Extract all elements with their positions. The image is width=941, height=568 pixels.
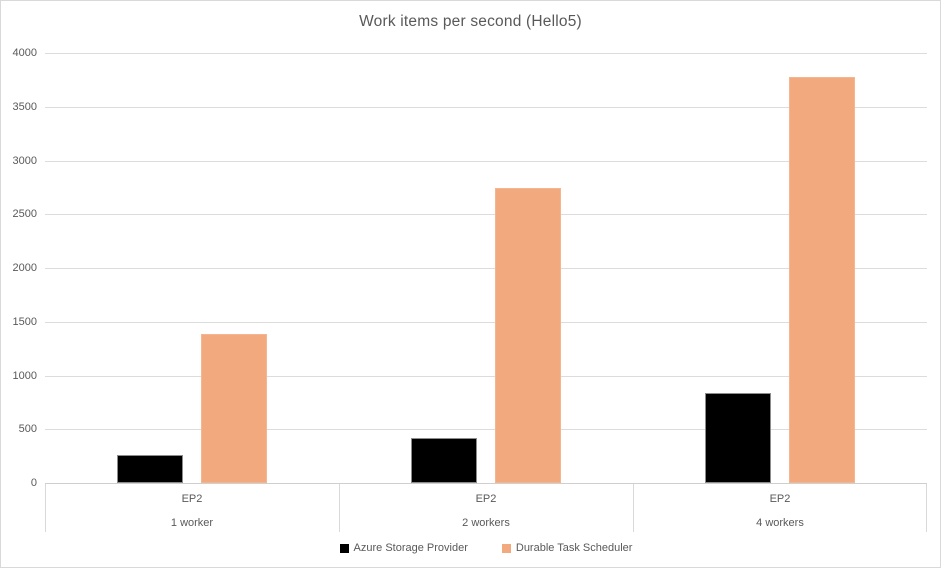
y-tick-label-1500: 1500: [12, 315, 37, 328]
gridline-y-0: [45, 483, 927, 484]
gridline-y-2000: [45, 268, 927, 269]
category-sub-label: 2 workers: [462, 517, 510, 529]
category-sub-label: 1 worker: [170, 517, 214, 529]
y-tick-label-4000: 4000: [12, 47, 37, 59]
category-divider: [926, 484, 927, 532]
gridline-y-1000: [45, 375, 927, 377]
category-divider: [45, 484, 46, 532]
y-tick-label-2500: 2500: [12, 208, 37, 221]
category-cell-4-workers: EP2 4 workers: [633, 484, 927, 532]
y-tick-label-3000: 3000: [12, 154, 37, 167]
x-axis-category-band: EP2 1 worker EP2 2 workers EP2 4 workers: [45, 484, 927, 532]
chart-title: Work items per second (Hello5): [359, 13, 582, 30]
legend-label: Durable Task Scheduler: [515, 542, 633, 554]
category-divider: [339, 484, 340, 532]
gridline-y-500: [45, 429, 927, 431]
bar-azure-storage-provider-4-workers: [705, 392, 771, 483]
legend-item-azure-storage-provider: Azure Storage Provider: [339, 541, 468, 555]
legend: Azure Storage Provider Durable Task Sched…: [45, 541, 927, 555]
legend-label: Azure Storage Provider: [353, 542, 468, 554]
category-cell-2-workers: EP2 2 workers: [339, 484, 633, 532]
category-cell-1-worker: EP2 1 worker: [45, 484, 339, 532]
bar-durable-task-scheduler-1-worker: [201, 333, 267, 483]
y-tick-label-0: 0: [30, 477, 37, 489]
category-group-label: EP2: [475, 493, 497, 505]
gridline-y-4000: [45, 53, 927, 54]
gridline-y-3500: [45, 106, 927, 108]
bar-azure-storage-provider-2-workers: [411, 437, 477, 483]
gridline-y-1500: [45, 321, 927, 323]
plot-area: [45, 53, 927, 484]
category-sub-label: 4 workers: [756, 517, 804, 529]
category-divider: [633, 484, 634, 532]
legend-swatch-icon: [339, 543, 349, 553]
y-tick-label-3500: 3500: [12, 100, 37, 113]
legend-swatch-icon: [501, 543, 511, 553]
y-tick-label-1000: 1000: [12, 369, 37, 382]
gridline-y-2500: [45, 214, 927, 216]
gridline-y-3000: [45, 160, 927, 162]
bar-durable-task-scheduler-4-workers: [789, 76, 855, 483]
category-group-label: EP2: [181, 493, 203, 505]
y-tick-label-500: 500: [18, 423, 37, 436]
bar-durable-task-scheduler-2-workers: [495, 188, 561, 483]
category-group-label: EP2: [769, 493, 791, 505]
legend-item-durable-task-scheduler: Durable Task Scheduler: [501, 541, 633, 555]
bar-azure-storage-provider-1-worker: [117, 455, 183, 483]
y-tick-label-2000: 2000: [12, 262, 37, 274]
